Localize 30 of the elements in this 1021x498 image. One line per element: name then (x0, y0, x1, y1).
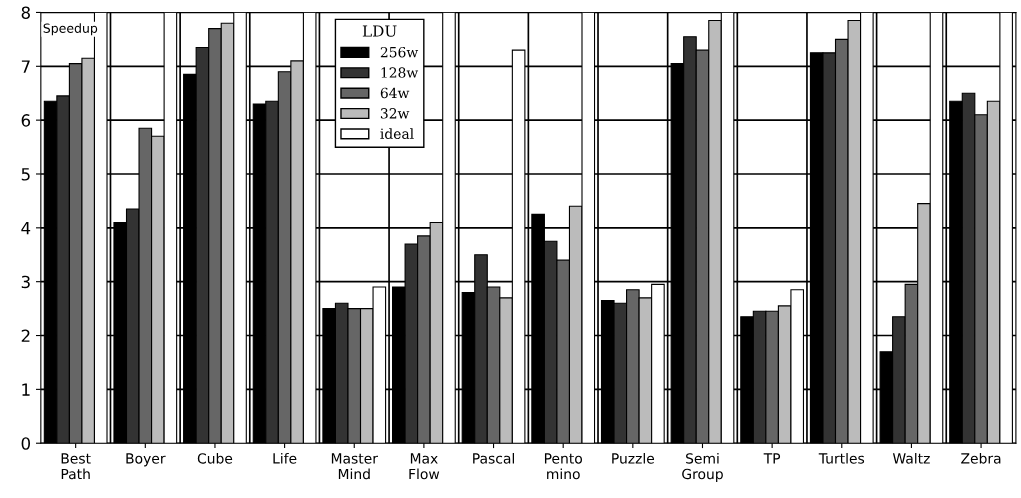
x-tick-label: Pento mino (544, 453, 583, 480)
y-tick-label: 2 (21, 329, 30, 342)
x-tick-label: Boyer (126, 453, 166, 467)
legend-label: 128w (381, 67, 419, 78)
x-tick-label: Zebra (961, 452, 1001, 464)
y-tick-label: 7 (21, 60, 30, 73)
x-tick-label: Puzzle (612, 452, 655, 464)
x-tick-label: Turtles (818, 452, 865, 464)
legend-label: 256w (380, 46, 419, 58)
x-tick-label: Life (273, 452, 297, 464)
x-tick-label: Max Flow (409, 453, 440, 480)
y-tick-label: 6 (21, 114, 31, 127)
x-tick-label: Master Mind (331, 453, 378, 480)
y-tick-label: 8 (21, 6, 30, 20)
legend-label: ideal (380, 128, 414, 139)
x-tick-label: Pascal (473, 452, 514, 464)
y-tick-label: 3 (21, 275, 30, 289)
legend-title: LDU (362, 25, 397, 37)
x-tick-label: Cube (197, 452, 233, 464)
x-tick-label: Best Path (61, 453, 91, 480)
x-tick-label: Semi Group (682, 452, 723, 482)
y-axis-title: Speedup (43, 23, 98, 36)
x-tick-label: Waltz (892, 452, 930, 464)
x-tick-label: TP (763, 453, 781, 464)
legend-label: 64w (380, 87, 410, 99)
y-tick-label: 0 (21, 437, 31, 450)
y-tick-label: 4 (21, 222, 31, 235)
y-tick-label: 1 (22, 383, 30, 396)
legend-label: 32w (380, 108, 410, 119)
y-tick-label: 5 (21, 168, 30, 181)
